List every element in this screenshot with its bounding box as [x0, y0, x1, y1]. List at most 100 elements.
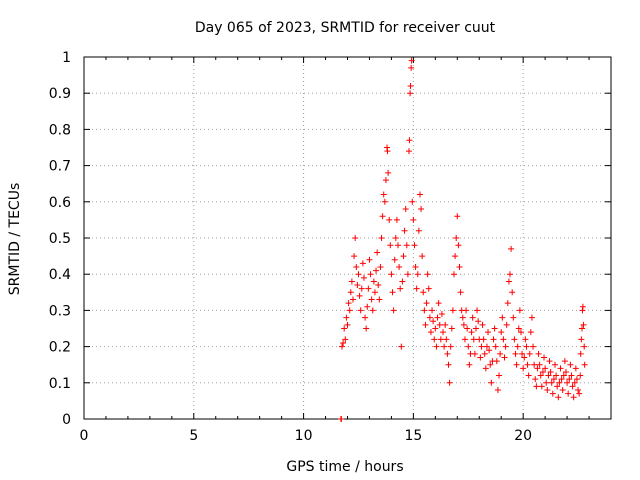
data-point	[382, 177, 389, 184]
data-point	[474, 307, 481, 314]
data-point	[568, 372, 575, 379]
data-point	[367, 271, 374, 278]
data-point	[358, 285, 365, 292]
data-point	[340, 339, 347, 346]
data-point	[427, 329, 434, 336]
data-point	[445, 361, 452, 368]
data-point	[479, 321, 486, 328]
data-point	[432, 325, 439, 332]
data-point	[524, 361, 531, 368]
data-point	[542, 365, 549, 372]
data-point	[438, 311, 445, 318]
data-point	[374, 249, 381, 256]
data-point	[424, 271, 431, 278]
y-tick-label: 0.3	[49, 303, 71, 319]
data-point	[531, 361, 538, 368]
data-point	[426, 314, 433, 321]
data-point	[505, 278, 512, 285]
data-point	[391, 256, 398, 263]
data-point	[364, 303, 371, 310]
y-tick-label: 0	[62, 412, 71, 428]
y-tick-label: 0.6	[49, 195, 71, 211]
data-point	[477, 354, 484, 361]
data-point	[526, 350, 533, 357]
data-point	[556, 379, 563, 386]
data-point	[380, 191, 387, 198]
data-point	[389, 289, 396, 296]
data-point	[390, 307, 397, 314]
data-point	[360, 274, 367, 281]
y-tick-labels: 0 0.1 0.2 0.3 0.4 0.5 0.6 0.7 0.8 0.9 1	[49, 50, 71, 428]
data-point	[528, 314, 535, 321]
data-point	[548, 379, 555, 386]
data-point	[453, 235, 460, 241]
data-point	[407, 90, 414, 97]
data-point	[533, 383, 540, 390]
data-point	[464, 325, 471, 332]
data-point	[537, 372, 544, 379]
data-point	[409, 198, 416, 205]
data-point	[513, 361, 520, 368]
x-tick-label: 5	[189, 428, 198, 444]
x-tick-label: 0	[80, 428, 89, 444]
data-point	[378, 235, 385, 241]
data-point	[564, 379, 571, 386]
data-point	[509, 289, 516, 296]
data-point	[408, 64, 415, 71]
data-point	[506, 271, 513, 278]
data-point	[359, 260, 366, 267]
data-point	[557, 365, 564, 372]
data-point	[475, 318, 482, 325]
data-point	[480, 336, 487, 343]
data-point	[449, 307, 456, 314]
data-point	[525, 372, 532, 379]
data-point	[550, 376, 557, 383]
data-point	[349, 296, 356, 303]
data-point	[434, 314, 441, 321]
data-point	[560, 372, 567, 379]
data-point	[499, 314, 506, 321]
data-point	[466, 361, 473, 368]
data-point	[388, 271, 395, 278]
data-point	[346, 307, 353, 314]
data-point	[362, 314, 369, 321]
data-point	[395, 242, 402, 249]
data-point	[516, 307, 523, 314]
data-point	[545, 372, 552, 379]
data-point	[341, 325, 348, 332]
data-point	[576, 390, 583, 397]
data-point	[353, 263, 360, 270]
data-point	[354, 282, 361, 289]
y-tick-label: 0.5	[49, 231, 71, 247]
data-point	[486, 347, 493, 354]
data-point	[435, 300, 442, 307]
data-point	[401, 227, 408, 234]
data-point	[522, 336, 529, 343]
data-point	[418, 206, 425, 213]
data-point	[347, 289, 354, 296]
data-point	[433, 343, 440, 350]
data-point	[454, 213, 461, 220]
data-point	[510, 314, 517, 321]
data-point	[408, 57, 415, 64]
data-point	[393, 216, 400, 223]
data-point	[431, 336, 438, 343]
data-point	[577, 350, 584, 357]
data-point	[403, 242, 410, 249]
data-point	[379, 213, 386, 220]
data-point	[355, 271, 362, 278]
data-point	[444, 350, 451, 357]
data-point	[448, 325, 455, 332]
data-point	[530, 343, 537, 350]
data-point	[554, 383, 561, 390]
data-point	[481, 350, 488, 357]
data-point	[447, 343, 454, 350]
data-point	[365, 285, 372, 292]
data-point	[541, 354, 548, 361]
data-point	[385, 169, 392, 176]
data-point	[571, 379, 578, 386]
data-point	[566, 376, 573, 383]
data-point	[483, 343, 490, 350]
data-point	[579, 303, 586, 310]
